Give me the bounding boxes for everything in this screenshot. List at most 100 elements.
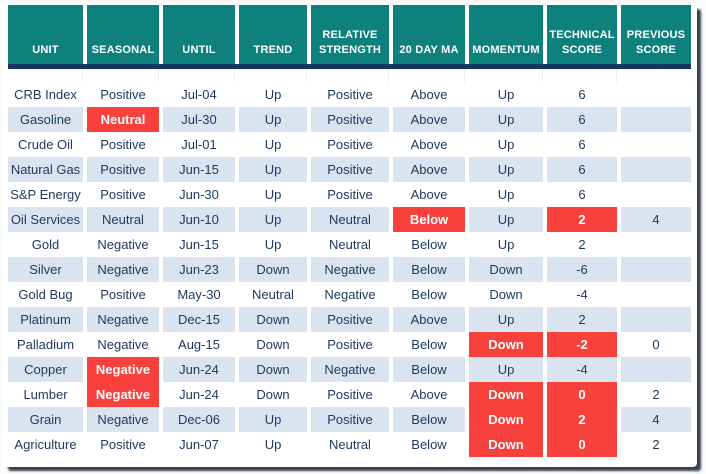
cell-relative_strength: Neutral bbox=[311, 207, 389, 232]
cell-momentum: Down bbox=[469, 282, 543, 307]
cell-ma20: Below bbox=[393, 407, 465, 432]
cell-ma20: Above bbox=[393, 132, 465, 157]
cell-unit: Silver bbox=[8, 257, 83, 282]
cell-seasonal: Negative bbox=[87, 382, 159, 407]
cell-momentum: Down bbox=[469, 382, 543, 407]
column-header-technical_score: TECHNICAL SCORE bbox=[547, 5, 617, 64]
cell-ma20: Below bbox=[393, 282, 465, 307]
table-row: Silver Negative Jun-23 Down Negative Below Dow… bbox=[8, 257, 691, 282]
cell-until: Jun-23 bbox=[163, 257, 235, 282]
cell-trend: Up bbox=[239, 157, 307, 182]
cell-seasonal: Neutral bbox=[87, 207, 159, 232]
cell-relative_strength: Positive bbox=[311, 157, 389, 182]
cell-relative_strength: Positive bbox=[311, 132, 389, 157]
cell-ma20: Above bbox=[393, 182, 465, 207]
cell-unit: CRB Index bbox=[8, 82, 83, 107]
cell-seasonal: Negative bbox=[87, 232, 159, 257]
cell-technical_score: 2 bbox=[547, 307, 617, 332]
cell-unit: Platinum bbox=[8, 307, 83, 332]
cell-trend: Up bbox=[239, 82, 307, 107]
cell-seasonal: Negative bbox=[87, 257, 159, 282]
spacer-cell bbox=[87, 69, 159, 82]
cell-momentum: Up bbox=[469, 357, 543, 382]
cell-technical_score: 0 bbox=[547, 432, 617, 457]
cell-previous_score bbox=[621, 357, 691, 382]
cell-technical_score: -2 bbox=[547, 332, 617, 357]
cell-technical_score: 2 bbox=[547, 232, 617, 257]
column-header-momentum: MOMENTUM bbox=[469, 5, 543, 64]
spacer-cell bbox=[311, 69, 389, 82]
cell-previous_score: 2 bbox=[621, 432, 691, 457]
cell-trend: Up bbox=[239, 132, 307, 157]
table-frame: UNIT SEASONAL UNTIL TREND RELATIVE STRENGTH 2… bbox=[2, 3, 697, 467]
table-header: UNIT SEASONAL UNTIL TREND RELATIVE STRENGTH 2… bbox=[8, 5, 691, 64]
table-row: Gold Bug Positive May-30 Neutral Negative Bel… bbox=[8, 282, 691, 307]
cell-ma20: Above bbox=[393, 382, 465, 407]
cell-momentum: Up bbox=[469, 132, 543, 157]
spacer-cell bbox=[239, 69, 307, 82]
cell-seasonal: Negative bbox=[87, 357, 159, 382]
cell-seasonal: Positive bbox=[87, 157, 159, 182]
cell-technical_score: 2 bbox=[547, 407, 617, 432]
cell-relative_strength: Positive bbox=[311, 82, 389, 107]
spacer-cell bbox=[8, 69, 83, 82]
cell-trend: Up bbox=[239, 107, 307, 132]
table-row: Lumber Negative Jun-24 Down Positive Above Dow… bbox=[8, 382, 691, 407]
cell-ma20: Above bbox=[393, 307, 465, 332]
cell-previous_score: 4 bbox=[621, 207, 691, 232]
cell-momentum: Down bbox=[469, 257, 543, 282]
cell-relative_strength: Positive bbox=[311, 182, 389, 207]
cell-trend: Down bbox=[239, 332, 307, 357]
cell-technical_score: 2 bbox=[547, 207, 617, 232]
cell-relative_strength: Positive bbox=[311, 307, 389, 332]
cell-relative_strength: Neutral bbox=[311, 432, 389, 457]
cell-technical_score: 6 bbox=[547, 132, 617, 157]
cell-until: Jun-24 bbox=[163, 357, 235, 382]
cell-until: Jun-07 bbox=[163, 432, 235, 457]
column-header-previous_score: PREVIOUS SCORE bbox=[621, 5, 691, 64]
table-row: CRB Index Positive Jul-04 Up Positive Above Up… bbox=[8, 82, 691, 107]
cell-seasonal: Positive bbox=[87, 282, 159, 307]
column-header-unit: UNIT bbox=[8, 5, 83, 64]
table-row: S&P Energy Positive Jun-30 Up Positive Above U… bbox=[8, 182, 691, 207]
cell-seasonal: Negative bbox=[87, 332, 159, 357]
column-header-until: UNTIL bbox=[163, 5, 235, 64]
cell-previous_score bbox=[621, 182, 691, 207]
cell-relative_strength: Positive bbox=[311, 382, 389, 407]
cell-previous_score bbox=[621, 82, 691, 107]
cell-unit: S&P Energy bbox=[8, 182, 83, 207]
cell-momentum: Up bbox=[469, 232, 543, 257]
cell-trend: Up bbox=[239, 407, 307, 432]
cell-previous_score bbox=[621, 132, 691, 157]
cell-until: Jul-30 bbox=[163, 107, 235, 132]
header-row: UNIT SEASONAL UNTIL TREND RELATIVE STRENGTH 2… bbox=[8, 5, 691, 64]
cell-ma20: Below bbox=[393, 257, 465, 282]
cell-seasonal: Positive bbox=[87, 132, 159, 157]
header-underline-bar bbox=[8, 64, 691, 69]
cell-momentum: Up bbox=[469, 207, 543, 232]
cell-previous_score bbox=[621, 157, 691, 182]
cell-trend: Up bbox=[239, 232, 307, 257]
cell-seasonal: Positive bbox=[87, 432, 159, 457]
table-row: Grain Negative Dec-06 Up Positive Below Down 2 4 bbox=[8, 407, 691, 432]
cell-ma20: Below bbox=[393, 207, 465, 232]
cell-momentum: Down bbox=[469, 407, 543, 432]
table-row: Oil Services Neutral Jun-10 Up Neutral Below U… bbox=[8, 207, 691, 232]
cell-momentum: Up bbox=[469, 307, 543, 332]
column-header-trend: TREND bbox=[239, 5, 307, 64]
cell-unit: Gold Bug bbox=[8, 282, 83, 307]
table-row: Crude Oil Positive Jul-01 Up Positive Above Up… bbox=[8, 132, 691, 157]
cell-unit: Lumber bbox=[8, 382, 83, 407]
cell-unit: Natural Gas bbox=[8, 157, 83, 182]
cell-seasonal: Neutral bbox=[87, 107, 159, 132]
column-header-relative_strength: RELATIVE STRENGTH bbox=[311, 5, 389, 64]
cell-until: Dec-06 bbox=[163, 407, 235, 432]
cell-until: Jun-24 bbox=[163, 382, 235, 407]
cell-technical_score: -4 bbox=[547, 282, 617, 307]
cell-unit: Grain bbox=[8, 407, 83, 432]
cell-momentum: Up bbox=[469, 107, 543, 132]
cell-until: May-30 bbox=[163, 282, 235, 307]
cell-trend: Up bbox=[239, 432, 307, 457]
table-row: Copper Negative Jun-24 Down Negative Below Up -… bbox=[8, 357, 691, 382]
table-row: Platinum Negative Dec-15 Down Positive Above U… bbox=[8, 307, 691, 332]
